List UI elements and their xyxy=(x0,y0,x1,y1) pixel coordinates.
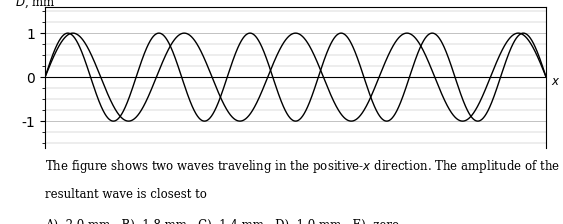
Text: A)  2.0 mm.  B)  1.8 mm.  C)  1.4 mm.  D)  1.0 mm.  E)  zero.: A) 2.0 mm. B) 1.8 mm. C) 1.4 mm. D) 1.0 … xyxy=(45,219,403,224)
Text: $\mathit{D}$, mm: $\mathit{D}$, mm xyxy=(15,0,56,10)
Text: The figure shows two waves traveling in the positive-$x$ direction. The amplitud: The figure shows two waves traveling in … xyxy=(45,158,560,175)
Text: $\mathit{x}$: $\mathit{x}$ xyxy=(551,75,561,88)
Text: resultant wave is closest to: resultant wave is closest to xyxy=(45,188,207,201)
